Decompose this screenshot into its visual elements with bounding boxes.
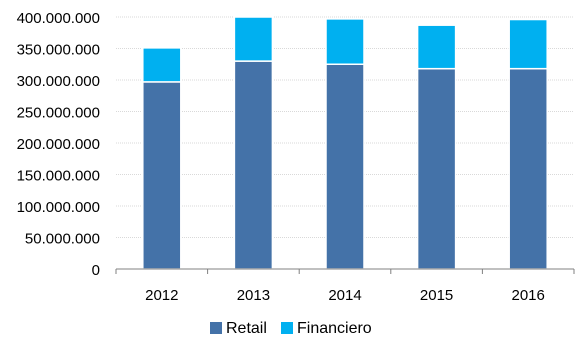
- bar-retail-2014: [325, 63, 365, 270]
- legend: Retail Financiero: [210, 320, 372, 337]
- bars: [142, 16, 548, 270]
- x-tick-label: 2014: [328, 287, 361, 304]
- bar-retail-2012: [142, 81, 182, 270]
- x-tick-label: 2016: [512, 287, 545, 304]
- x-tick-label: 2012: [145, 287, 178, 304]
- legend-label-retail: Retail: [226, 320, 267, 337]
- y-tick-label: 0: [92, 262, 100, 279]
- x-axis-ticks: 2012 2013 2014 2015 2016: [145, 287, 545, 304]
- y-tick-label: 250.000.000: [17, 105, 100, 122]
- y-tick-label: 100.000.000: [17, 199, 100, 216]
- y-tick-label: 200.000.000: [17, 136, 100, 153]
- y-tick-label: 300.000.000: [17, 73, 100, 90]
- y-tick-label: 400.000.000: [17, 10, 100, 27]
- bar-financiero-2013: [233, 16, 274, 62]
- legend-swatch-financiero: [281, 322, 293, 334]
- y-tick-label: 350.000.000: [17, 42, 100, 59]
- y-tick-label: 150.000.000: [17, 168, 100, 185]
- legend-label-financiero: Financiero: [297, 320, 372, 337]
- bar-financiero-2016: [508, 18, 548, 70]
- y-axis-ticks: 0 50.000.000 100.000.000 150.000.000 200.000…: [17, 10, 100, 279]
- x-tick-label: 2015: [420, 287, 453, 304]
- bar-retail-2016: [508, 67, 548, 270]
- x-tick-label: 2013: [237, 287, 270, 304]
- bar-financiero-2014: [325, 18, 365, 65]
- y-tick-label: 50.000.000: [25, 231, 100, 248]
- bar-retail-2013: [233, 60, 274, 270]
- x-axis: [115, 268, 575, 274]
- bar-financiero-2012: [142, 47, 182, 83]
- bar-financiero-2015: [416, 24, 457, 70]
- bar-retail-2015: [416, 67, 457, 270]
- legend-swatch-retail: [210, 322, 222, 334]
